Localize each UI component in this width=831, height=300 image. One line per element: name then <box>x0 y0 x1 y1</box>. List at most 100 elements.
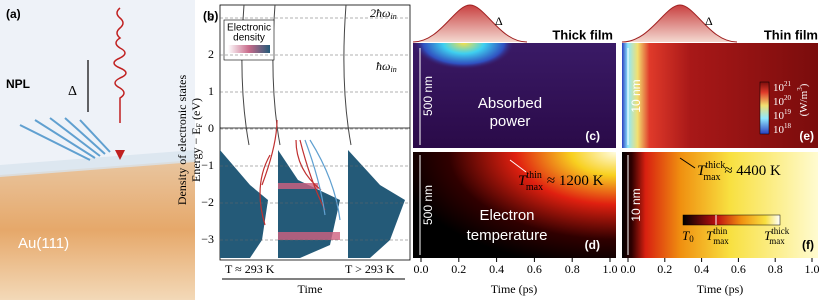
annotation-arrow <box>509 159 527 173</box>
panel-text: Absorbed <box>478 95 542 112</box>
panel-label: (a) <box>6 7 21 21</box>
level-base: 2ħω <box>370 6 390 20</box>
npl-label: NPL <box>6 77 30 91</box>
x-tick-label: 1.0 <box>805 262 820 276</box>
arrow-head <box>115 150 125 160</box>
sup: thick <box>705 160 725 171</box>
x-tick-label: 0.0 <box>621 262 636 276</box>
sub: 0 <box>689 234 694 244</box>
sup: thin <box>713 226 728 236</box>
colorbar-label: Tthick max <box>764 226 790 246</box>
x-tick-label: 0.4 <box>489 262 504 276</box>
substrate <box>0 160 195 300</box>
symbol: T <box>764 228 772 243</box>
temperature-label: T ≈ 293 K <box>225 262 275 276</box>
y-tick-label: 3 <box>208 10 214 24</box>
x-tick-label: 0.6 <box>527 262 542 276</box>
legend-gradient <box>228 45 270 53</box>
sup: thin <box>526 170 542 181</box>
nanoplatelet <box>0 150 195 177</box>
colorbar-tick: 1018 <box>773 122 792 136</box>
colorbar-tick: 1020 <box>773 94 792 108</box>
temperature-label: T > 293 K <box>345 262 395 276</box>
thickness: 500 nm <box>421 185 435 225</box>
level-label: 2ħωin <box>370 6 397 21</box>
x-tick-label: 0.0 <box>414 262 429 276</box>
time-label: Time <box>298 282 323 296</box>
legend-text: density <box>233 33 265 44</box>
y-tick-label: −1 <box>201 158 214 172</box>
x-tick-label: 1.0 <box>603 262 618 276</box>
emitted-waves <box>19 117 111 161</box>
thickness: 10 nm <box>629 79 643 112</box>
substrate-label: Au(111) <box>18 235 69 252</box>
tick-exp: 21 <box>784 80 792 88</box>
annotation: Tthick max ≈ 4400 K <box>697 160 781 183</box>
panels-c-f: Δ Δ Thick film Thin film 500 nm 500 nm 1… <box>412 4 820 296</box>
colorbar-power <box>759 81 770 135</box>
x-label: Time (ps) <box>697 282 744 296</box>
x-tick-label: 0.8 <box>768 262 783 276</box>
delta: Δ <box>68 84 77 99</box>
symbol: T <box>682 228 690 243</box>
delta: Δ <box>705 14 713 28</box>
colorbar-tick: 1019 <box>773 108 792 122</box>
pulse-profile <box>412 4 528 43</box>
value: ≈ 1200 K <box>543 173 603 189</box>
y-label-outer: Density of electronic states <box>175 75 189 206</box>
panel-label: (f) <box>802 238 814 252</box>
legend-text: Electronic <box>227 23 271 34</box>
annotation: Tthin max ≈ 1200 K <box>518 170 604 193</box>
heatmap-c-hotspot <box>413 43 616 148</box>
y-tick-label: 1 <box>208 84 214 98</box>
colorbar-tick: 1021 <box>773 80 792 94</box>
level-label: ħωin <box>376 59 397 74</box>
sub: max <box>703 172 720 183</box>
symbol: T <box>697 163 707 179</box>
legend-box <box>223 19 275 61</box>
x-tick-label: 0.2 <box>451 262 466 276</box>
panel-label: (e) <box>799 129 814 143</box>
x-tick-label: 0.2 <box>657 262 672 276</box>
tick-base: 10 <box>773 82 785 94</box>
panel-text: temperature <box>467 227 548 244</box>
y-label: Energy − EF (eV) <box>189 98 204 182</box>
x-tick-label: 0.6 <box>731 262 746 276</box>
colorbar-label: T0 <box>682 228 694 244</box>
y-tick-label: −2 <box>201 195 214 209</box>
hot-electrons <box>278 183 318 189</box>
colorbar-unit: (W/m3) <box>796 83 810 116</box>
sub: max <box>526 182 543 193</box>
heatmap-f <box>622 152 818 258</box>
y-label-sub: F <box>195 122 204 127</box>
heatmap-e <box>622 43 818 148</box>
y-tick-label: 0 <box>208 121 214 135</box>
heatmap-d <box>413 152 616 258</box>
y-tick-label: −3 <box>201 232 214 246</box>
hole-density <box>278 232 340 240</box>
delta: Δ <box>495 14 503 28</box>
pulse-profile <box>621 4 738 43</box>
tick-base: 10 <box>773 124 785 136</box>
sub: max <box>713 236 729 246</box>
tick-base: 10 <box>773 96 785 108</box>
y-label-base: Energy − E <box>189 127 203 182</box>
sub: max <box>769 236 785 246</box>
panel-label: (b) <box>203 9 218 23</box>
thickness: 500 nm <box>421 76 435 116</box>
symbol: T <box>518 173 528 189</box>
y-tick-label: 2 <box>208 47 214 61</box>
x-label: Time (ps) <box>491 282 538 296</box>
colorbar-label: Tthin max <box>706 226 729 246</box>
dos-fill <box>220 150 268 258</box>
dos-fill <box>348 150 405 258</box>
tick-exp: 19 <box>784 108 792 116</box>
thickness: 10 nm <box>629 188 643 221</box>
unit-end: ) <box>798 83 810 87</box>
title: Thick film <box>552 27 613 42</box>
colorbar-temperature <box>682 214 781 226</box>
transition-arrows <box>259 119 326 226</box>
unit: (W/m <box>798 90 810 116</box>
frame <box>219 4 411 261</box>
tick-exp: 20 <box>784 94 792 102</box>
